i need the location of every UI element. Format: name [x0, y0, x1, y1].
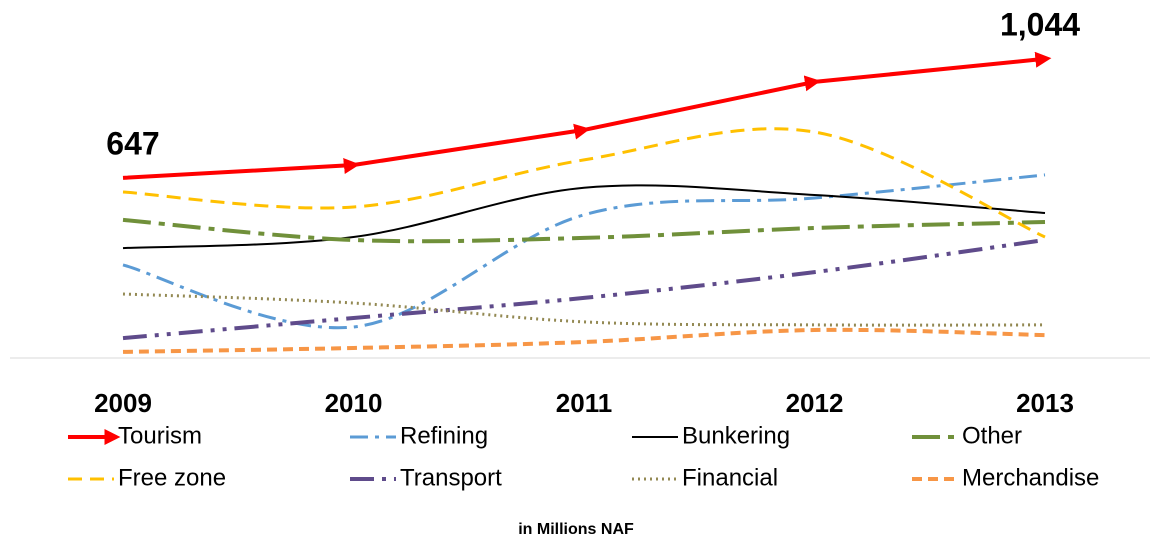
data-label: 1,044: [1000, 6, 1080, 42]
series-line: [122, 238, 1046, 341]
series-line: [122, 327, 1046, 354]
x-tick-label: 2012: [786, 388, 844, 418]
x-tick-label: 2013: [1016, 388, 1074, 418]
series-line: [122, 173, 1046, 330]
legend-label: Transport: [400, 464, 502, 491]
x-tick-label: 2009: [94, 388, 152, 418]
x-tick-label: 2011: [556, 388, 612, 418]
series-line: [122, 127, 1046, 239]
data-label: 647: [106, 125, 159, 161]
series-line: [122, 217, 1046, 244]
legend-label: Free zone: [118, 464, 226, 491]
legend-label: Refining: [400, 422, 488, 449]
legend-label: Tourism: [118, 422, 202, 449]
axis-note: in Millions NAF: [518, 521, 634, 538]
series-line: [122, 292, 1046, 327]
legend-label: Bunkering: [682, 422, 790, 449]
legend-label: Other: [962, 422, 1022, 449]
legend-label: Financial: [682, 464, 778, 491]
series-line: [122, 184, 1046, 250]
legend-label: Merchandise: [962, 464, 1099, 491]
x-tick-label: 2010: [325, 388, 383, 418]
series-line: [122, 51, 1052, 180]
